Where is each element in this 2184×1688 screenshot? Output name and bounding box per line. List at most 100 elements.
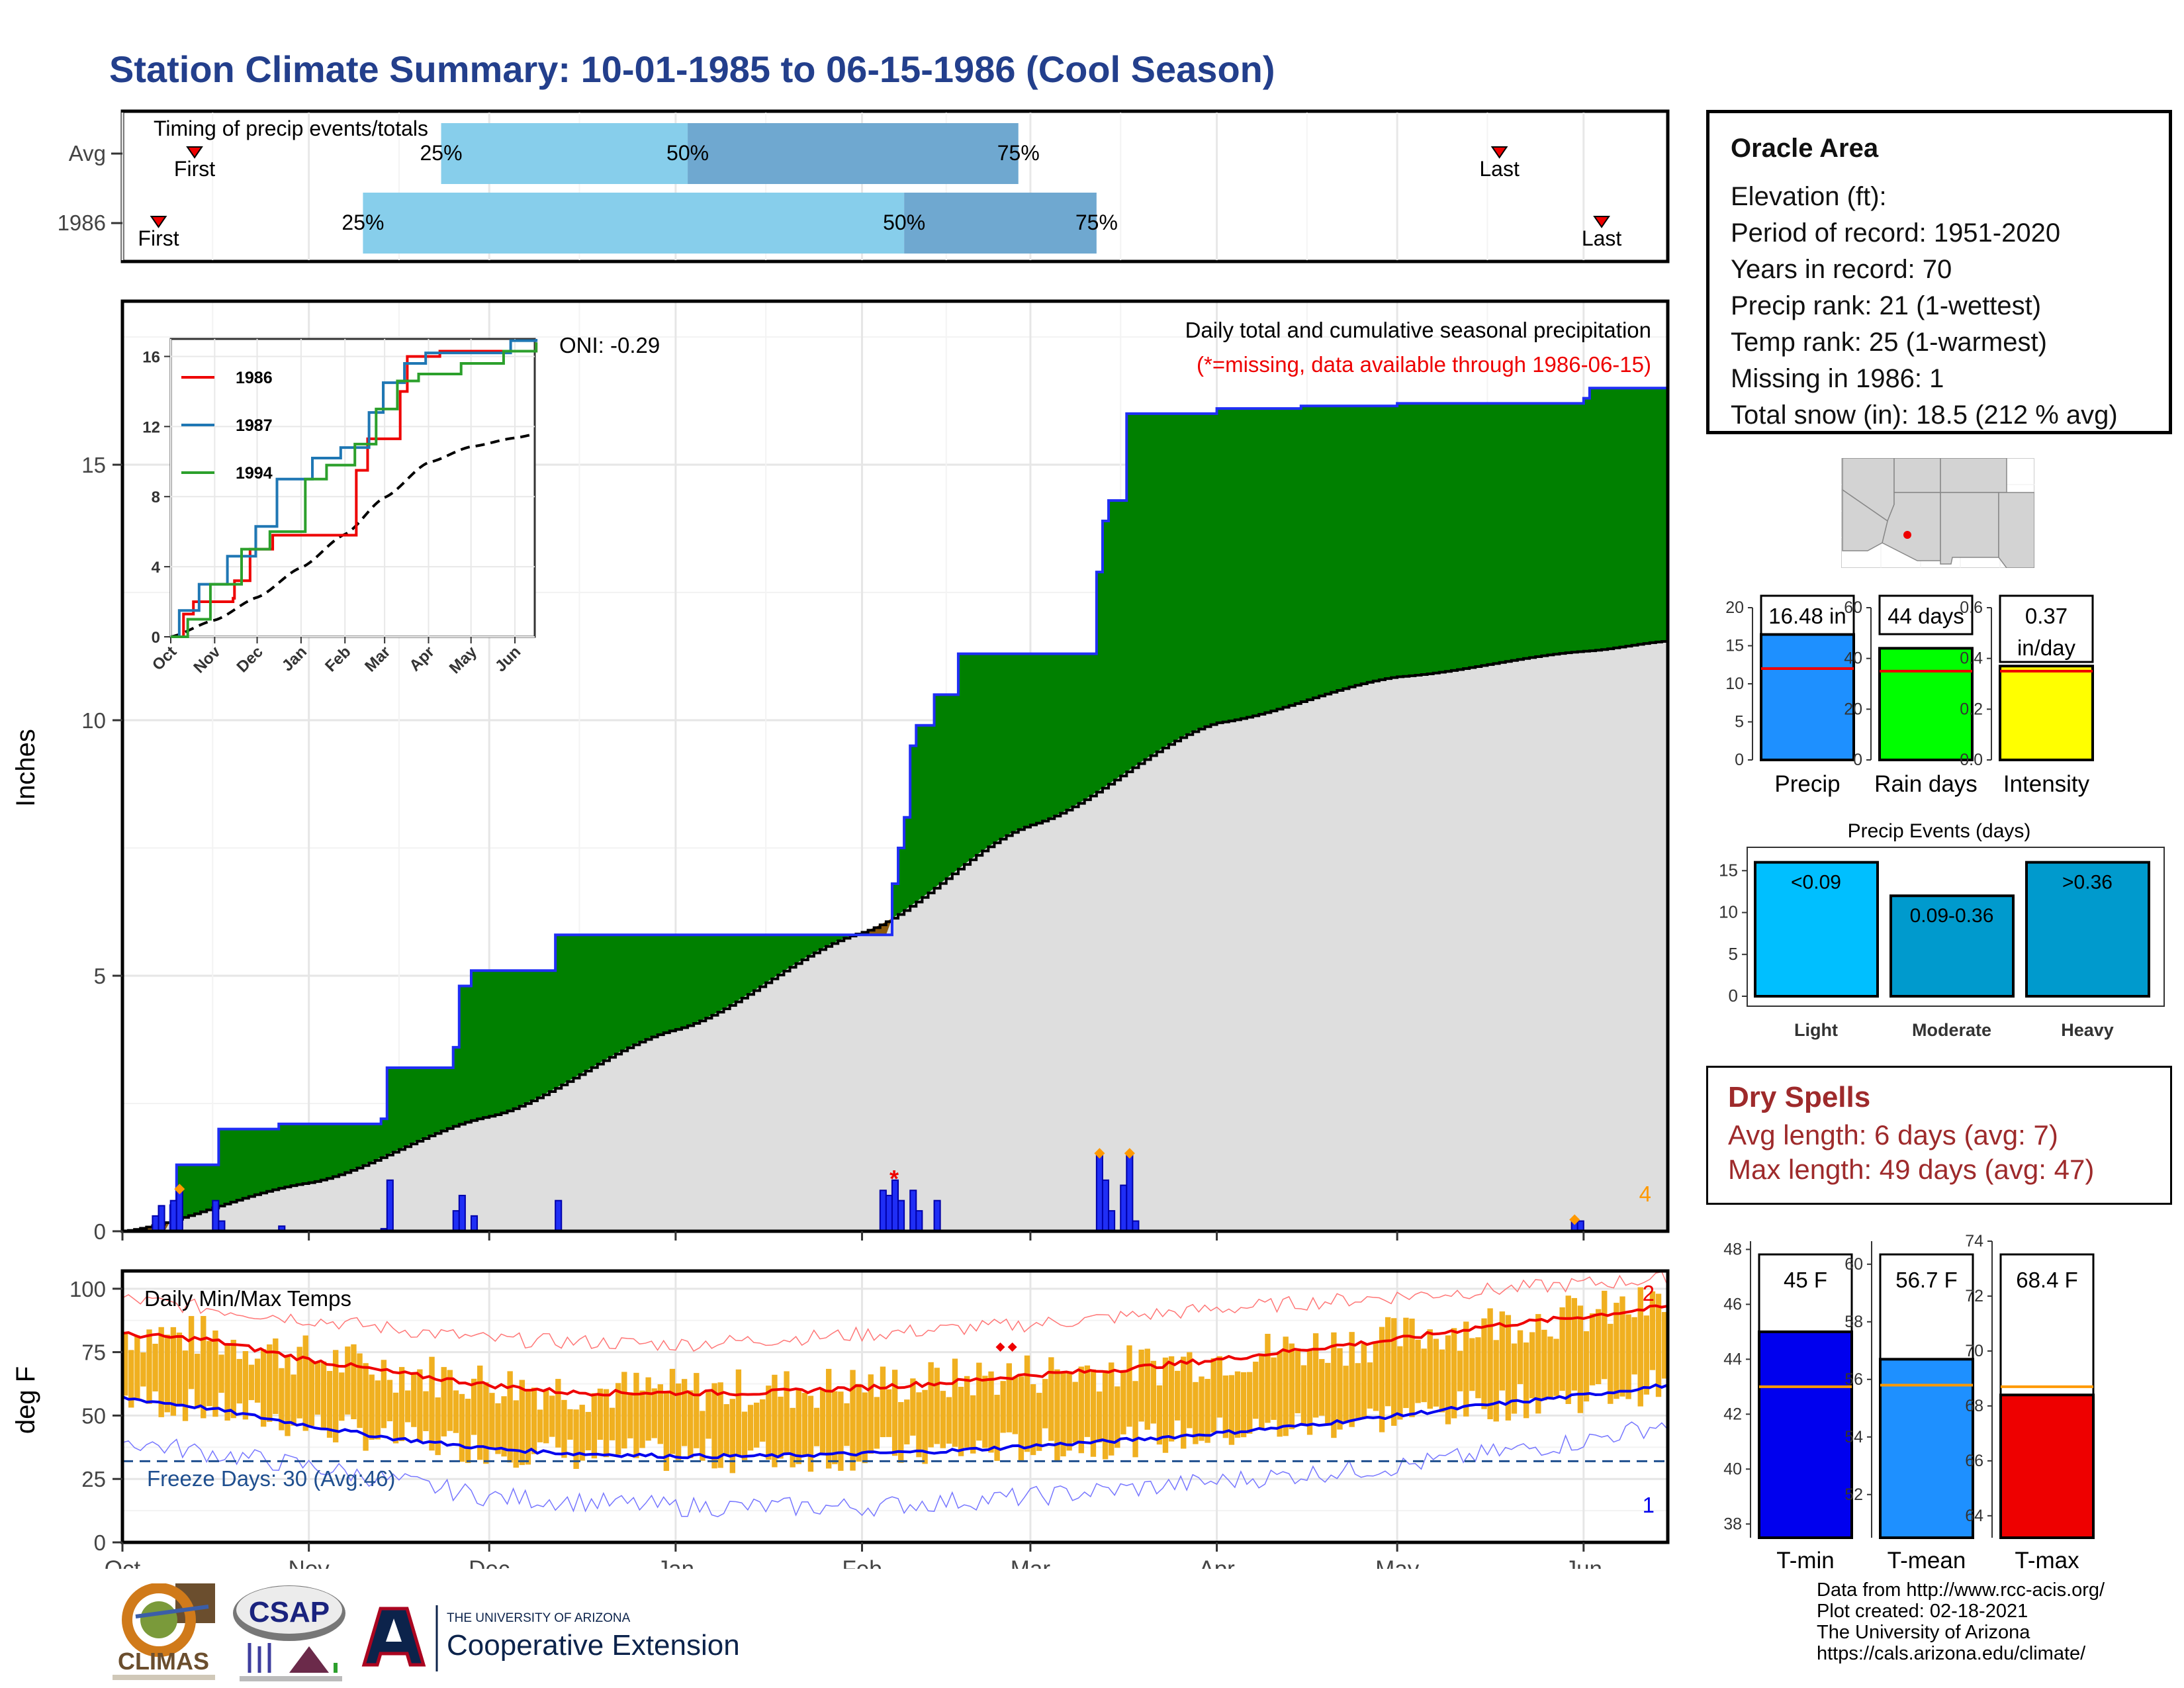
temp-daily-range-bar <box>1493 1340 1499 1422</box>
month-tick-label: Nov <box>289 1556 330 1569</box>
temp-daily-range-bar <box>1115 1386 1120 1448</box>
temp-daily-range-bar <box>1102 1370 1109 1460</box>
temp-ytick-label: 100 <box>69 1277 106 1301</box>
precip-daily-bar <box>879 1190 887 1232</box>
temp-daily-range-bar <box>326 1371 333 1438</box>
temp-daily-range-bar <box>339 1372 345 1421</box>
temp-daily-range-bar <box>579 1405 585 1461</box>
temp-daily-range-bar <box>772 1374 778 1468</box>
temp-daily-range-bar <box>519 1380 525 1466</box>
precip-daily-bar <box>555 1199 563 1232</box>
tempbar-label-2: T-max <box>2015 1548 2079 1573</box>
summary-bars: 0 5 10 15 20 16.48 in Precip 0 20 40 60 44 days Rain… <box>1725 594 2094 797</box>
temp-daily-range-bar <box>1403 1317 1409 1409</box>
events-ytick-label: 15 <box>1719 860 1738 880</box>
precip-snow-marker <box>1124 1148 1135 1159</box>
events-bar-text-heavy: >0.36 <box>2062 872 2113 894</box>
tempbar-value-2: 68.4 F <box>2016 1268 2078 1292</box>
summary-label-0: Precip <box>1774 771 1840 797</box>
temp-daily-range-bar <box>1535 1314 1541 1414</box>
temp-daily-range-bar <box>453 1390 459 1433</box>
temp-daily-range-bar <box>1042 1379 1048 1429</box>
temp-daily-range-bar <box>723 1404 729 1456</box>
temp-record-marker <box>1007 1342 1017 1352</box>
temp-average-min-line <box>122 1383 1668 1460</box>
temp-ytick-label: 0 <box>94 1530 106 1555</box>
temp-daily-range-bar <box>970 1395 976 1454</box>
precip-daily-bar <box>885 1194 893 1233</box>
precip-ytick-label: 5 <box>94 964 106 988</box>
temp-daily-range-bar <box>832 1391 838 1464</box>
timing-first-marker <box>186 146 203 159</box>
temp-daily-range-bar <box>868 1374 874 1454</box>
events-bar-label-light: Light <box>1794 1020 1838 1040</box>
inset-frame <box>169 338 536 638</box>
timing-label-75: 75% <box>1075 211 1118 234</box>
temp-daily-range-bar <box>711 1383 717 1469</box>
temp-daily-range-bar <box>260 1349 267 1427</box>
temp-daily-range-bar <box>1631 1317 1637 1375</box>
temp-daily-range-bar <box>1199 1376 1205 1441</box>
summary-bar-0 <box>1760 633 1855 762</box>
temp-daily-range-bar <box>891 1370 898 1456</box>
credit-line-1: Data from http://www.rcc-acis.org/ <box>1817 1579 2105 1601</box>
precip-snow-marker <box>1094 1148 1105 1159</box>
temp-daily-range-bar <box>531 1387 537 1454</box>
ua-logo-small-text: THE UNIVERSITY OF ARIZONA <box>447 1611 631 1625</box>
footer-credits: Data from http://www.rcc-acis.org/ Plot … <box>1817 1579 2105 1664</box>
temp-daily-range-bar <box>1481 1318 1487 1409</box>
temp-daily-range-bar <box>254 1358 261 1403</box>
temp-daily-range-bar <box>952 1358 958 1447</box>
temp-daily-range-bar <box>651 1388 657 1438</box>
temp-plot <box>122 1271 1668 1518</box>
temp-daily-range-bar <box>994 1395 1000 1461</box>
temp-daily-range-bar <box>1066 1371 1072 1451</box>
temp-daily-range-bar <box>934 1368 940 1444</box>
timing-bar-q50-q75 <box>904 193 1097 254</box>
precip-plot: * <box>122 387 1669 1233</box>
temp-daily-range-bar <box>1187 1352 1193 1429</box>
temp-daily-range-bar <box>729 1399 736 1474</box>
timing-first-label: First <box>138 226 179 250</box>
temp-daily-range-bar <box>1109 1362 1115 1456</box>
temp-daily-range-bar <box>1577 1305 1584 1413</box>
temp-daily-range-bar <box>1427 1329 1433 1409</box>
credit-line-3: The University of Arizona <box>1817 1622 2030 1643</box>
timing-row-avg-label: Avg <box>69 141 106 165</box>
temp-daily-range-bar <box>826 1368 832 1469</box>
temp-daily-range-bar <box>688 1390 694 1458</box>
temp-daily-range-bar <box>856 1383 862 1462</box>
temp-daily-range-bar <box>705 1391 711 1439</box>
precip-daily-bar <box>1095 1154 1103 1232</box>
temp-daily-range-bar <box>1319 1359 1325 1416</box>
temp-daily-range-bar <box>753 1402 760 1448</box>
temp-daily-range-bar <box>489 1393 495 1449</box>
temp-daily-range-bar <box>302 1335 308 1431</box>
temp-daily-range-bar <box>669 1368 676 1454</box>
dry-spells-max: Max length: 49 days (avg: 47) <box>1728 1154 2095 1185</box>
temp-daily-range-bar <box>1210 1358 1216 1433</box>
station-name: Oracle Area <box>1731 134 1879 163</box>
temp-daily-range-bar <box>1126 1345 1132 1427</box>
temp-daily-range-bar <box>1445 1335 1451 1425</box>
temp-daily-range-bar <box>1283 1336 1289 1436</box>
station-period: Period of record: 1951-2020 <box>1731 218 2061 248</box>
temp-daily-range-bar <box>621 1372 627 1449</box>
temp-daily-range-bar <box>435 1397 441 1456</box>
temp-daily-range-bar <box>363 1363 369 1451</box>
temp-daily-range-bar <box>1222 1375 1229 1438</box>
temp-corner-bottom: 1 <box>1643 1493 1655 1517</box>
temp-daily-range-bar <box>447 1370 453 1431</box>
temp-daily-range-bar <box>392 1392 399 1444</box>
temp-daily-range-bar <box>1637 1287 1643 1407</box>
precip-legend-title: Daily total and cumulative seasonal prec… <box>1185 318 1651 342</box>
temp-daily-range-bar <box>946 1397 952 1444</box>
temp-daily-range-bar <box>1499 1311 1505 1391</box>
ua-logo-big-text: Cooperative Extension <box>447 1629 740 1662</box>
temp-daily-range-bar <box>170 1327 177 1416</box>
temp-frame <box>120 1269 1670 1544</box>
precip-events-chart: Precip Events (days) 0 5 10 15 <0.09 Light 0.09… <box>1719 820 2165 1040</box>
temp-daily-range-bar <box>1289 1343 1295 1430</box>
temp-daily-range-bar <box>1331 1332 1337 1438</box>
timing-panel: 25% 50% 75% First Last 25% 50% 75% First Last Tim… <box>58 109 1670 263</box>
